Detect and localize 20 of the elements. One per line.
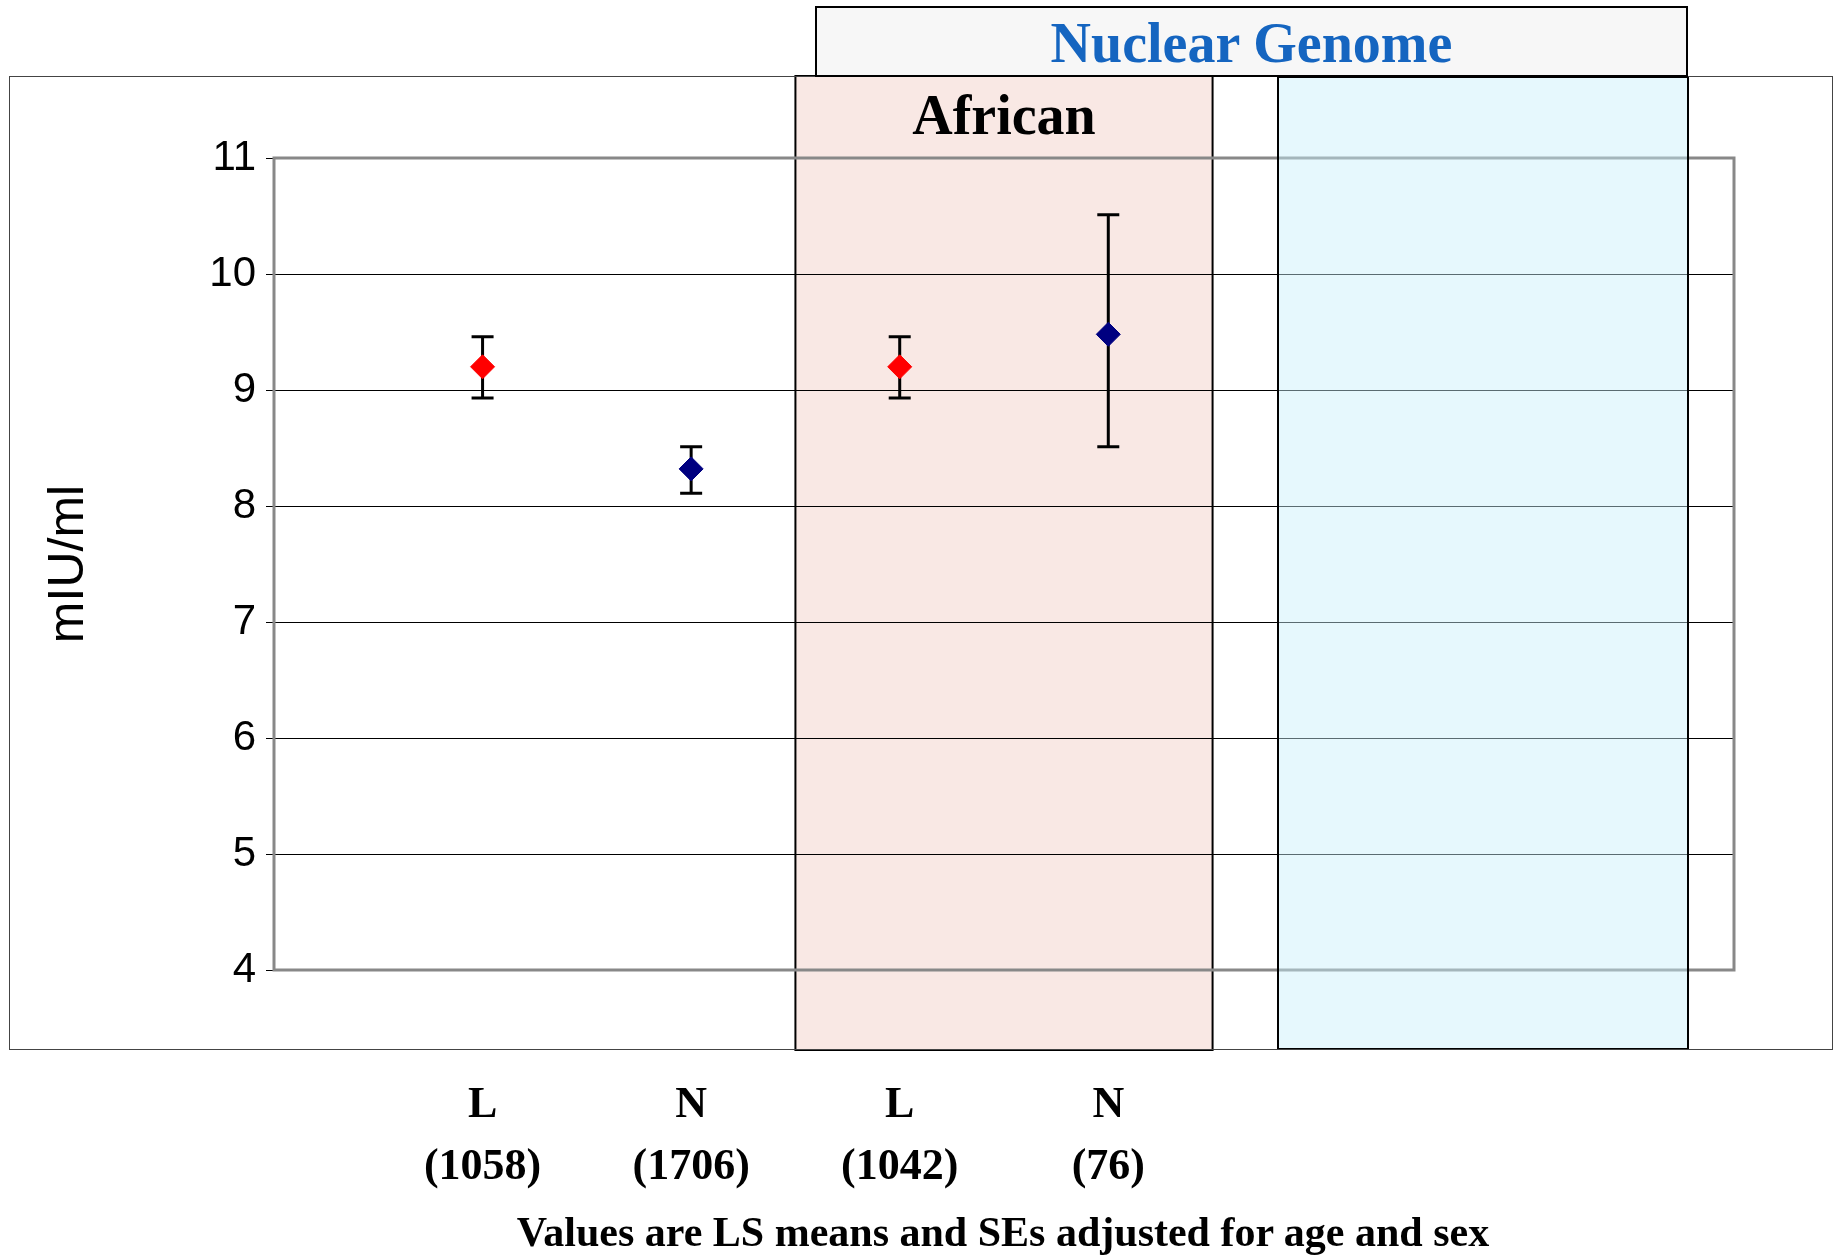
y-tick-label: 4 [232, 943, 256, 991]
x-tick-label: L (1042) [841, 1078, 959, 1189]
text: Values are LS means and SEs adjusted for age and sex [516, 1208, 1490, 1256]
y-tick-label: 8 [232, 479, 256, 527]
x-tick-label: N (76) [1071, 1078, 1145, 1189]
y-tick-label: 10 [209, 247, 256, 295]
point [678, 456, 704, 482]
y-tick-label: 5 [232, 827, 256, 875]
y-tick-label: 7 [232, 595, 256, 643]
point [470, 354, 496, 380]
x-tick-label: L (1058) [423, 1078, 542, 1189]
y-tick-label: 11 [212, 131, 256, 179]
x-tick-label: N (1706) [632, 1078, 750, 1189]
point [887, 354, 913, 380]
header-box: Nuclear Genome [815, 6, 1688, 77]
y-tick-label: 6 [232, 711, 256, 759]
y-tick-label: 9 [232, 363, 256, 411]
point [1095, 321, 1121, 347]
band-label: African [912, 84, 1096, 147]
y-axis-title: mIU/ml [37, 484, 94, 644]
